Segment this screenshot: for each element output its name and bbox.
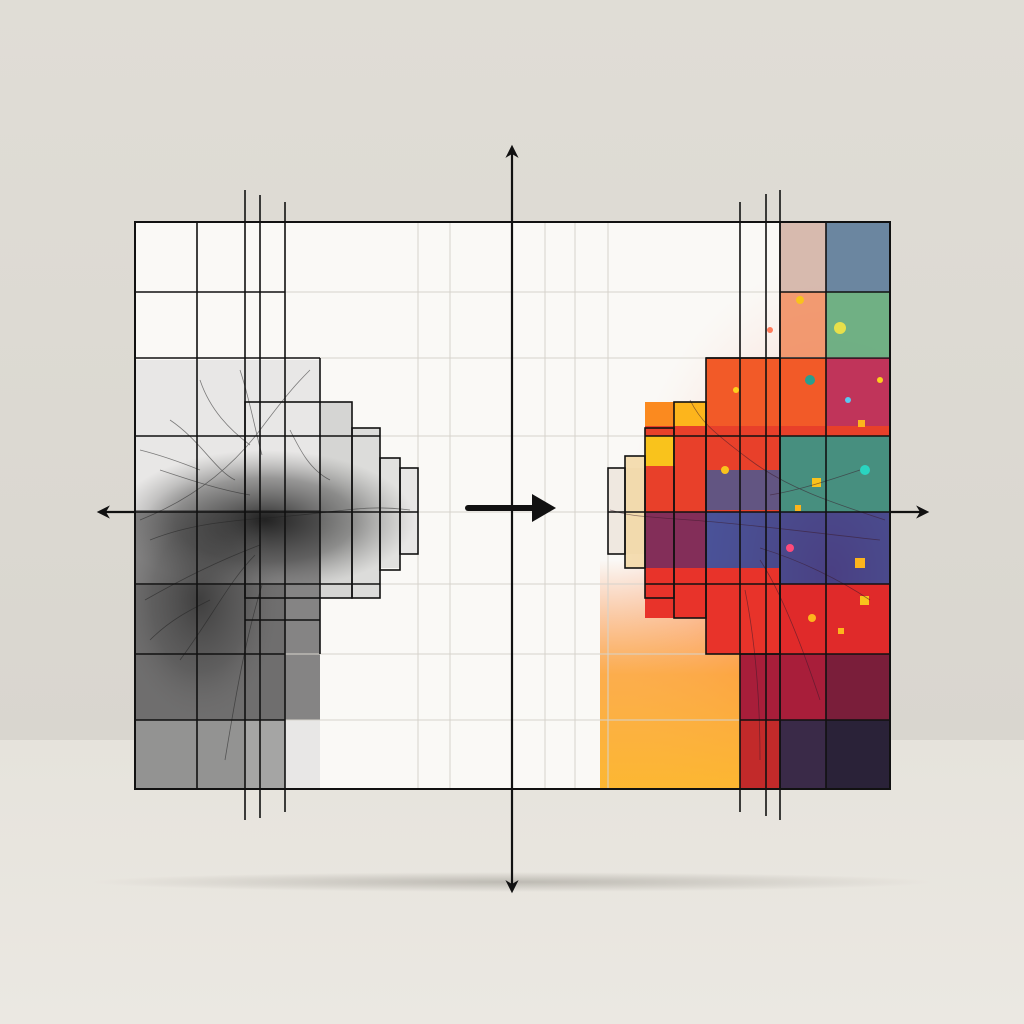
line-extensions bbox=[244, 190, 781, 820]
right-parallel-lines bbox=[739, 222, 781, 789]
right-arrow-icon bbox=[465, 494, 556, 522]
left-parallel-lines bbox=[244, 222, 286, 789]
color-confetti bbox=[721, 296, 883, 634]
sketch-pixel-block bbox=[135, 360, 418, 789]
canvas bbox=[135, 222, 890, 789]
color-pixel-block bbox=[608, 222, 890, 789]
